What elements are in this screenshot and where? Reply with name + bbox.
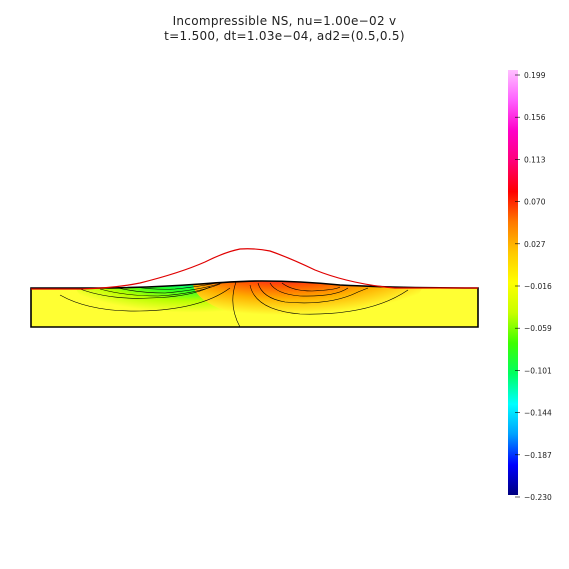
contour-lines (59, 281, 409, 327)
plot-title: Incompressible NS, nu=1.00e−02 v (172, 14, 397, 28)
colorbar-strip (508, 70, 518, 495)
colorbar-ticks: 0.199 0.156 0.113 0.070 0.027 −0.016 −0.059 −0.… (515, 71, 552, 502)
colorbar-tick-label: 0.113 (524, 155, 546, 164)
contour-neg-4 (134, 281, 221, 290)
contour-pos-2 (269, 282, 349, 297)
plot-subtitle: t=1.500, dt=1.03e−04, ad2=(0.5,0.5) (164, 29, 405, 43)
contour-zero (232, 281, 241, 327)
contour-neg-3 (117, 282, 223, 294)
surface-displacement-curve (31, 248, 478, 290)
colorbar-tick-label: 0.156 (524, 113, 546, 122)
contour-pos-1 (257, 282, 369, 304)
contour-neg-1 (79, 286, 211, 299)
colorbar-tick-label: −0.187 (524, 451, 552, 460)
flow-domain (30, 248, 479, 328)
colorbar-tick-label: −0.059 (524, 324, 552, 333)
colorbar-tick-label: 0.199 (524, 71, 546, 80)
colorbar-tick-label: 0.070 (524, 198, 546, 207)
contour-neg-5 (59, 287, 231, 312)
colorbar-tick-label: −0.144 (524, 409, 552, 418)
colorbar-tick-label: −0.016 (524, 282, 552, 291)
contour-neg-2 (99, 283, 221, 297)
colorbar-tick-label: −0.101 (524, 366, 552, 375)
colorbar-tick-label: −0.230 (524, 493, 552, 502)
contour-pos-3 (281, 282, 341, 292)
colorbar-tick-label: 0.027 (524, 240, 546, 249)
colorbar: 0.199 0.156 0.113 0.070 0.027 −0.016 −0.059 −0.… (508, 70, 552, 502)
contour-pos-4 (249, 284, 409, 315)
